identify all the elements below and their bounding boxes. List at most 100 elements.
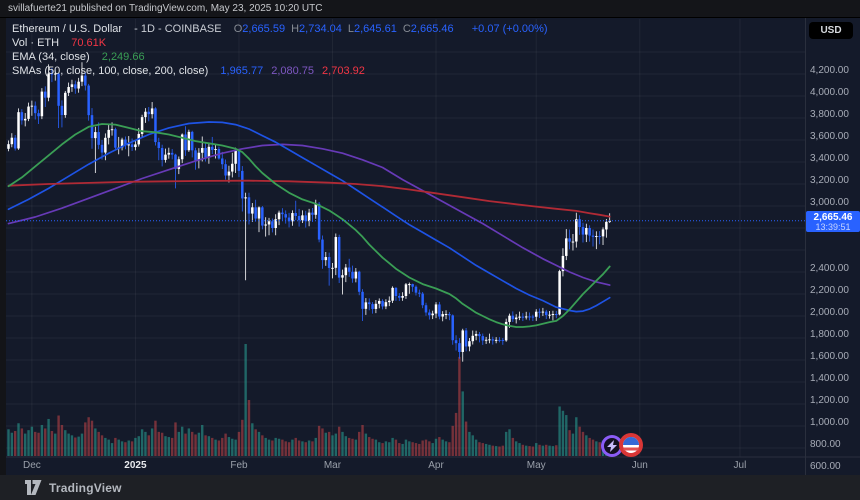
candle-body (384, 302, 388, 307)
price-axis[interactable]: USD 4,200.00 4,000.00 3,800.00 3,600.00 3,40… (806, 18, 860, 475)
candle-body (124, 139, 127, 145)
candle-body (147, 111, 151, 115)
candle-body (388, 300, 391, 303)
volume-bar (221, 437, 224, 456)
volume-bar (588, 437, 591, 456)
candle-body (174, 154, 177, 169)
candle-body (241, 170, 244, 199)
volume-bar (448, 442, 451, 456)
candle-body (431, 313, 434, 316)
candle-body (374, 303, 378, 309)
volume-bar (508, 429, 511, 456)
volume-bar (7, 429, 10, 456)
sma200-line (7, 179, 611, 218)
candle-body (120, 139, 124, 148)
volume-bar (394, 439, 398, 456)
volume-bar (107, 439, 110, 456)
volume-bar (368, 437, 371, 456)
volume-bar (358, 431, 361, 456)
volume-bar (167, 437, 171, 456)
volume-bar (301, 441, 304, 456)
price-tick: 3,400.00 (810, 153, 849, 164)
volume-bar (571, 433, 575, 456)
last-price-label[interactable]: 2,665.46 13:39:51 (806, 210, 860, 232)
volume-bar (431, 443, 434, 456)
candle-body (47, 73, 50, 98)
ohlc-value: 2,665.59 (242, 23, 286, 35)
volume-bar (234, 439, 237, 456)
tradingview-icon (25, 480, 42, 495)
candle-body (327, 257, 331, 268)
volume-label: Vol · ETH (12, 37, 60, 49)
currency-button[interactable]: USD (809, 22, 853, 39)
candle-body (130, 144, 134, 148)
price-tick: 2,000.00 (810, 307, 849, 318)
volume-bar (274, 437, 277, 456)
tradingview-link[interactable]: TradingView (25, 480, 122, 495)
price-tick: 4,200.00 (810, 65, 849, 76)
volume-row[interactable]: Vol · ETH 70.61K (12, 37, 548, 51)
candle-body (438, 304, 441, 317)
volume-bar (321, 428, 324, 456)
volume-bar (17, 423, 20, 456)
price-tick: 3,600.00 (810, 131, 849, 142)
candle-body (441, 314, 444, 317)
candle-body (64, 92, 67, 116)
volume-bar (67, 433, 70, 456)
volume-bar (391, 437, 394, 456)
candle-body (531, 316, 535, 318)
volume-bar (561, 410, 565, 456)
candle-body (571, 241, 575, 243)
candle-body (7, 144, 10, 149)
candle-body (277, 212, 281, 220)
candle-body (237, 150, 241, 171)
volume-bar (538, 444, 541, 456)
sma-value: 2,080.75 (271, 65, 315, 77)
candle-body (598, 236, 601, 238)
candle-body (154, 108, 157, 143)
candle-body (207, 146, 211, 158)
candle-body (518, 316, 521, 318)
volume-bar (70, 435, 74, 456)
ohlc-key: C (402, 23, 411, 35)
volume-bar (514, 441, 518, 456)
candle-body (364, 302, 368, 309)
candle-body (114, 129, 117, 148)
candle-body (281, 212, 284, 215)
candle-body (581, 227, 585, 235)
ema-row[interactable]: EMA (34, close) 2,249.66 (12, 51, 548, 65)
candle-body (498, 339, 501, 341)
volume-bar (244, 344, 247, 456)
volume-bar (44, 428, 47, 456)
volume-bar (598, 442, 601, 456)
candle-body (347, 267, 351, 272)
candle-body (257, 207, 261, 219)
volume-bar (50, 431, 54, 456)
volume-bar (114, 437, 117, 456)
volume-bar (404, 439, 408, 456)
volume-bar (504, 431, 508, 456)
candle-body (134, 144, 137, 148)
volume-bar (150, 428, 154, 456)
candle-body (70, 84, 74, 87)
attribution-bar: svillafuerte21 published on TradingView.… (0, 0, 860, 18)
candle-body (601, 229, 605, 237)
candle-body (484, 339, 488, 341)
candle-body (324, 257, 328, 261)
volume-bar (94, 428, 97, 456)
volume-bar (578, 426, 581, 456)
candle-body (170, 152, 174, 155)
volume-bar (488, 444, 491, 456)
volume-bar (64, 430, 67, 456)
symbol-row[interactable]: Ethereum / U.S. Dollar - 1D - COINBASE O… (12, 23, 548, 37)
candle-body (421, 293, 424, 306)
volume-bar (424, 439, 428, 456)
volume-bar (77, 436, 80, 456)
price-tick: 1,800.00 (810, 329, 849, 340)
price-tick: 800.00 (810, 439, 841, 450)
candle-body (94, 132, 97, 139)
candle-body (254, 207, 257, 219)
sma-row[interactable]: SMAs (50, close, 100, close, 200, close)… (12, 65, 548, 79)
candle-body (284, 214, 287, 218)
